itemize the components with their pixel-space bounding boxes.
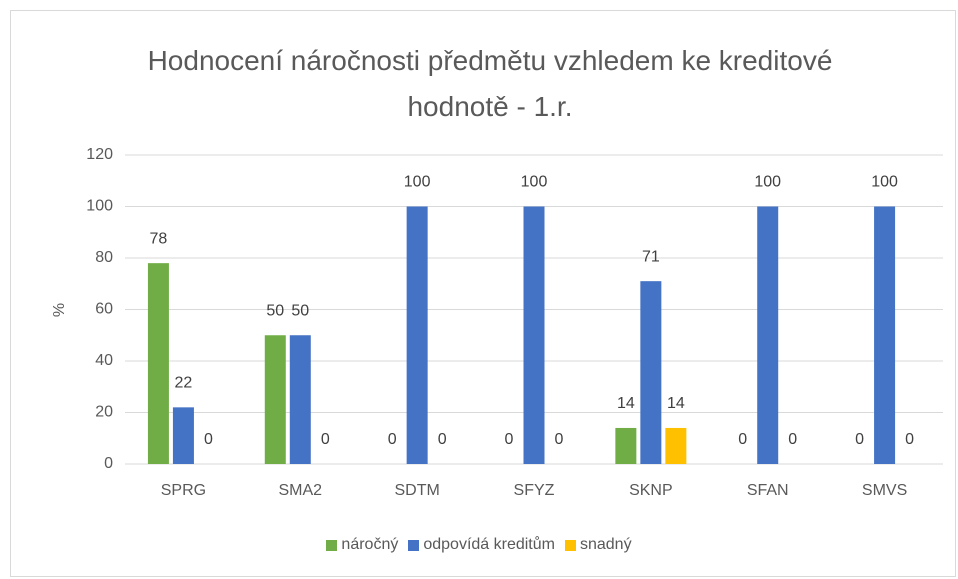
y-tick-label: 20 (95, 404, 113, 421)
y-tick-label: 100 (86, 198, 113, 215)
legend-item: náročný (326, 536, 398, 554)
legend-label: náročný (341, 536, 399, 553)
legend-item: odpovídá kreditům (408, 536, 555, 554)
bar (172, 407, 194, 464)
bar (289, 335, 311, 464)
bar (406, 206, 428, 464)
legend-swatch (564, 539, 576, 551)
chart-title: Hodnocení náročnosti předmětu vzhledem k… (147, 45, 833, 122)
bar (615, 427, 637, 464)
x-tick-label: SFYZ (514, 482, 555, 499)
value-label: 0 (505, 431, 514, 448)
value-label: 50 (291, 302, 309, 319)
x-tick-label: SDTM (394, 482, 439, 499)
bar (523, 206, 545, 464)
y-axis-label: % (51, 303, 68, 317)
y-tick-label: 60 (95, 301, 113, 318)
bar (640, 281, 662, 464)
legend-swatch (408, 539, 420, 551)
chart-frame (10, 10, 956, 577)
value-label: 0 (388, 431, 397, 448)
value-label: 0 (788, 431, 797, 448)
value-label: 0 (738, 431, 747, 448)
value-label: 100 (754, 174, 781, 191)
value-label: 22 (175, 375, 193, 392)
y-tick-label: 80 (95, 249, 113, 266)
value-label: 50 (266, 302, 284, 319)
bar (264, 335, 286, 464)
x-tick-label: SFAN (747, 482, 789, 499)
y-tick-label: 120 (86, 146, 113, 163)
value-label: 0 (555, 431, 564, 448)
legend-item: snadný (564, 536, 632, 554)
y-tick-label: 0 (104, 455, 113, 472)
value-label: 100 (521, 174, 548, 191)
value-label: 0 (204, 431, 213, 448)
y-tick-label: 40 (95, 352, 113, 369)
value-label: 0 (321, 431, 330, 448)
bar (757, 206, 779, 464)
value-label: 78 (150, 230, 168, 247)
value-label: 100 (871, 174, 898, 191)
bar (147, 263, 169, 464)
x-tick-label: SPRG (161, 482, 206, 499)
value-label: 0 (855, 431, 864, 448)
legend-label: snadný (579, 536, 632, 553)
value-label: 0 (438, 431, 447, 448)
value-label: 14 (667, 395, 685, 412)
bar (665, 427, 687, 464)
x-tick-label: SMVS (862, 482, 907, 499)
bar (874, 206, 896, 464)
legend: náročný odpovídá kreditům snadný (0, 536, 958, 554)
legend-swatch (326, 539, 338, 551)
value-label: 100 (404, 174, 431, 191)
legend-label: odpovídá kreditům (423, 536, 555, 553)
x-tick-label: SMA2 (278, 482, 322, 499)
value-label: 14 (617, 395, 635, 412)
value-label: 0 (905, 431, 914, 448)
value-label: 71 (642, 248, 660, 265)
x-tick-label: SKNP (629, 482, 673, 499)
